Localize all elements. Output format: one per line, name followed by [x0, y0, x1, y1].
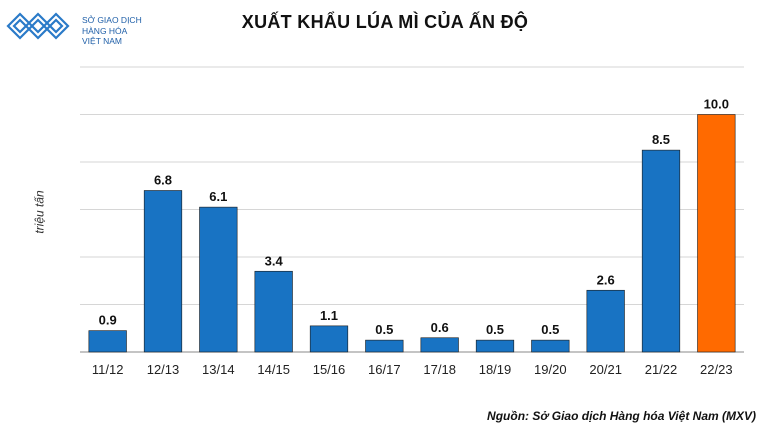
x-tick-label: 12/13 [147, 362, 180, 377]
x-tick-label: 14/15 [257, 362, 290, 377]
data-label: 1.1 [320, 308, 338, 323]
bar-11/12 [88, 330, 127, 353]
bar-14/15 [254, 270, 293, 353]
x-tick-label: 19/20 [534, 362, 567, 377]
x-tick-label: 11/12 [92, 362, 124, 377]
data-label: 0.9 [99, 313, 117, 328]
data-label: 8.5 [652, 132, 670, 147]
bar-16/17 [365, 339, 404, 353]
bar-21/22 [641, 149, 681, 353]
logo-line-1: SỞ GIAO DỊCH [82, 15, 142, 25]
chart-title: XUẤT KHẨU LÚA MÌ CỦA ẤN ĐỘ [241, 12, 529, 32]
x-tick-label: 20/21 [589, 362, 622, 377]
x-tick-label: 13/14 [202, 362, 235, 377]
exchange-logo-icon [6, 12, 70, 40]
data-label: 6.8 [154, 173, 172, 188]
data-label: 2.6 [597, 272, 615, 287]
bar-15/16 [309, 325, 349, 353]
bar-20/21 [586, 289, 625, 353]
logo-text: SỞ GIAO DỊCH HÀNG HÓA VIỆT NAM [82, 15, 142, 47]
x-tick-label: 16/17 [368, 362, 401, 377]
x-tick-label: 17/18 [423, 362, 456, 377]
bar-12/13 [143, 190, 183, 353]
data-label: 0.6 [431, 320, 449, 335]
x-tick-label: 21/22 [645, 362, 678, 377]
bar-13/14 [199, 206, 238, 353]
bar-17/18 [420, 337, 459, 353]
data-label: 0.5 [486, 322, 504, 337]
x-tick-label: 18/19 [479, 362, 512, 377]
bar-18/19 [475, 339, 515, 353]
x-tick-label: 22/23 [700, 362, 733, 377]
logo-line-3: VIỆT NAM [82, 36, 122, 46]
data-label: 10.0 [704, 97, 729, 112]
data-label: 6.1 [209, 189, 227, 204]
data-label: 0.5 [375, 322, 393, 337]
source-note: Nguồn: Sở Giao dịch Hàng hóa Việt Nam (M… [487, 409, 756, 423]
bar-22/23 [697, 114, 736, 353]
x-tick-label: 15/16 [313, 362, 346, 377]
bar-19/20 [531, 339, 570, 353]
logo-line-2: HÀNG HÓA [82, 25, 128, 36]
exchange-logo: SỞ GIAO DỊCH HÀNG HÓA VIỆT NAM [6, 6, 186, 46]
data-label: 0.5 [541, 322, 559, 337]
data-label: 3.4 [265, 253, 284, 268]
